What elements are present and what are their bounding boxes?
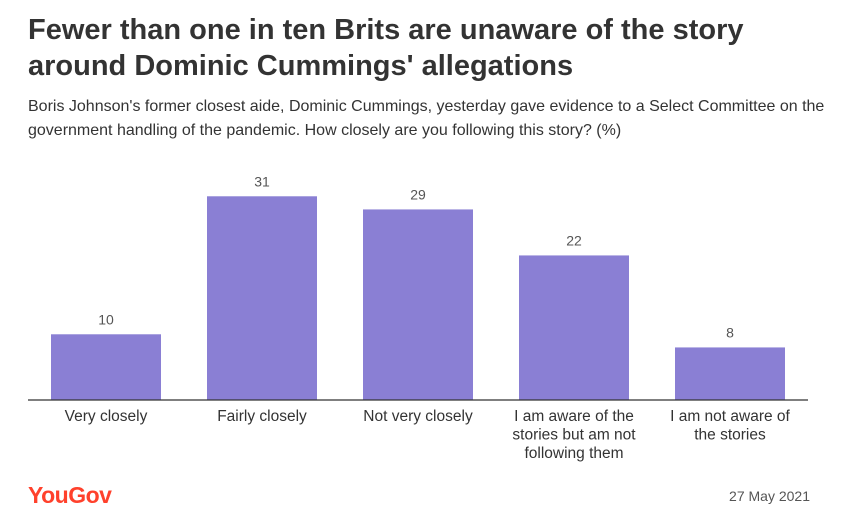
bar-1: [207, 196, 317, 400]
data-label-3: 22: [566, 232, 582, 248]
yougov-logo: YouGov: [28, 482, 112, 508]
data-label-4: 8: [726, 324, 734, 340]
data-label-0: 10: [98, 311, 114, 327]
category-label-1: Fairly closely: [217, 408, 307, 425]
bar-2: [363, 209, 473, 400]
bar-0: [51, 334, 161, 400]
chart-title: Fewer than one in ten Brits are unaware …: [28, 14, 744, 82]
chart-subtitle: Boris Johnson's former closest aide, Dom…: [28, 98, 825, 139]
bar-3: [519, 255, 629, 400]
category-label-0: Very closely: [65, 408, 148, 425]
bar-chart: 10 Very closely 31 Fairly closely 29 Not very…: [28, 173, 808, 462]
data-label-1: 31: [254, 173, 270, 189]
bar-4: [675, 347, 785, 400]
publish-date: 27 May 2021: [729, 488, 810, 504]
category-label-3: I am aware of the stories but am not follo…: [512, 408, 636, 462]
category-label-2: Not very closely: [363, 408, 473, 425]
category-label-4: I am not aware of the stories: [670, 408, 790, 444]
data-label-2: 29: [410, 186, 426, 202]
